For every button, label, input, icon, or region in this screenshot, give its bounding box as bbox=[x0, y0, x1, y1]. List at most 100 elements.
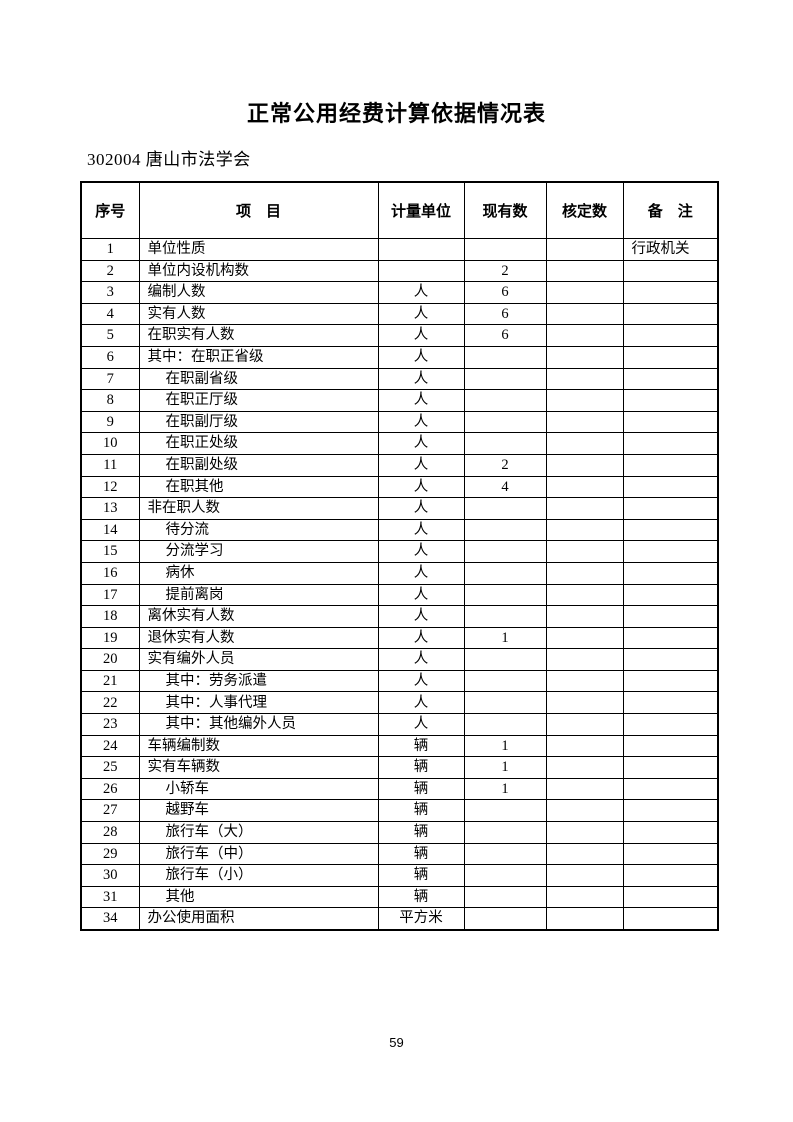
cell-measure-unit: 人 bbox=[377, 561, 465, 585]
table-row: 8 在职正厅级 人 bbox=[80, 389, 719, 412]
cell-remark bbox=[622, 540, 719, 563]
cell-approved-count bbox=[545, 734, 624, 758]
cell-current-count: 1 bbox=[463, 626, 547, 650]
cell-measure-unit: 辆 bbox=[377, 799, 465, 823]
cell-current-count bbox=[463, 410, 547, 434]
cell-item-name: 退休实有人数 bbox=[138, 626, 379, 650]
cell-measure-unit: 人 bbox=[377, 648, 465, 671]
cell-remark bbox=[622, 669, 719, 693]
table-row: 6 其中：在职正省级 人 bbox=[80, 345, 719, 369]
cell-item-name: 越野车 bbox=[138, 799, 379, 823]
cell-measure-unit: 人 bbox=[377, 669, 465, 693]
cell-measure-unit: 辆 bbox=[377, 842, 465, 866]
cell-remark bbox=[622, 475, 719, 499]
table-row: 30 旅行车（小） 辆 bbox=[80, 864, 719, 887]
cell-serial-number: 16 bbox=[80, 561, 140, 585]
cell-approved-count bbox=[545, 799, 624, 823]
cell-approved-count bbox=[545, 324, 624, 347]
cell-remark bbox=[622, 864, 719, 887]
cell-serial-number: 28 bbox=[80, 821, 140, 844]
table-row: 23 其中：其他编外人员 人 bbox=[80, 713, 719, 736]
cell-current-count: 6 bbox=[463, 281, 547, 304]
cell-item-name: 在职副处级 bbox=[138, 453, 379, 477]
cell-measure-unit: 人 bbox=[377, 453, 465, 477]
cell-item-name: 分流学习 bbox=[138, 540, 379, 563]
cell-item-name: 病休 bbox=[138, 561, 379, 585]
cell-serial-number: 2 bbox=[80, 259, 140, 283]
cell-current-count bbox=[463, 907, 547, 931]
cell-serial-number: 17 bbox=[80, 583, 140, 607]
cell-measure-unit: 人 bbox=[377, 389, 465, 412]
table-row: 18 离休实有人数 人 bbox=[80, 605, 719, 628]
table-row: 29 旅行车（中） 辆 bbox=[80, 842, 719, 866]
table-row: 3 编制人数 人 6 bbox=[80, 281, 719, 304]
cell-remark bbox=[622, 907, 719, 931]
cell-remark bbox=[622, 345, 719, 369]
table-row: 10 在职正处级 人 bbox=[80, 432, 719, 455]
cell-item-name: 单位内设机构数 bbox=[138, 259, 379, 283]
table-row: 4 实有人数 人 6 bbox=[80, 302, 719, 326]
column-header-item: 项 目 bbox=[138, 181, 379, 239]
cell-approved-count bbox=[545, 410, 624, 434]
cell-approved-count bbox=[545, 561, 624, 585]
cell-approved-count bbox=[545, 691, 624, 715]
cell-measure-unit: 人 bbox=[377, 583, 465, 607]
cell-current-count bbox=[463, 669, 547, 693]
cell-current-count bbox=[463, 885, 547, 909]
cell-remark bbox=[622, 453, 719, 477]
cell-serial-number: 29 bbox=[80, 842, 140, 866]
cell-current-count bbox=[463, 389, 547, 412]
cell-approved-count bbox=[545, 497, 624, 520]
cell-current-count: 6 bbox=[463, 302, 547, 326]
cell-approved-count bbox=[545, 885, 624, 909]
cell-approved-count bbox=[545, 821, 624, 844]
cell-serial-number: 19 bbox=[80, 626, 140, 650]
cell-approved-count bbox=[545, 756, 624, 779]
table-header-row: 序号 项 目 计量单位 现有数 核定数 备 注 bbox=[80, 181, 719, 239]
cell-item-name: 其中：人事代理 bbox=[138, 691, 379, 715]
cell-approved-count bbox=[545, 432, 624, 455]
cell-serial-number: 22 bbox=[80, 691, 140, 715]
cell-measure-unit: 人 bbox=[377, 324, 465, 347]
cell-measure-unit: 人 bbox=[377, 475, 465, 499]
cell-serial-number: 18 bbox=[80, 605, 140, 628]
cell-current-count: 2 bbox=[463, 453, 547, 477]
cell-item-name: 办公使用面积 bbox=[138, 907, 379, 931]
cell-approved-count bbox=[545, 367, 624, 391]
cell-current-count: 1 bbox=[463, 734, 547, 758]
column-header-approved: 核定数 bbox=[545, 181, 624, 239]
cell-serial-number: 23 bbox=[80, 713, 140, 736]
cell-current-count bbox=[463, 497, 547, 520]
table-row: 9 在职副厅级 人 bbox=[80, 410, 719, 434]
cell-measure-unit: 人 bbox=[377, 626, 465, 650]
table-row: 15 分流学习 人 bbox=[80, 540, 719, 563]
cell-item-name: 旅行车（小） bbox=[138, 864, 379, 887]
cell-measure-unit: 人 bbox=[377, 497, 465, 520]
cell-remark bbox=[622, 324, 719, 347]
cell-current-count: 4 bbox=[463, 475, 547, 499]
cell-remark bbox=[622, 281, 719, 304]
cell-serial-number: 6 bbox=[80, 345, 140, 369]
cell-remark bbox=[622, 605, 719, 628]
cell-approved-count bbox=[545, 648, 624, 671]
cell-remark bbox=[622, 885, 719, 909]
cell-item-name: 其中：在职正省级 bbox=[138, 345, 379, 369]
cell-approved-count bbox=[545, 345, 624, 369]
cell-remark bbox=[622, 367, 719, 391]
table-row: 11 在职副处级 人 2 bbox=[80, 453, 719, 477]
table-row: 21 其中：劳务派遣 人 bbox=[80, 669, 719, 693]
cell-serial-number: 11 bbox=[80, 453, 140, 477]
cell-remark bbox=[622, 389, 719, 412]
table-row: 28 旅行车（大） 辆 bbox=[80, 821, 719, 844]
cell-measure-unit: 人 bbox=[377, 281, 465, 304]
cell-item-name: 离休实有人数 bbox=[138, 605, 379, 628]
cell-item-name: 其中：其他编外人员 bbox=[138, 713, 379, 736]
cell-serial-number: 12 bbox=[80, 475, 140, 499]
column-header-unit: 计量单位 bbox=[377, 181, 465, 239]
cell-approved-count bbox=[545, 842, 624, 866]
cell-current-count: 1 bbox=[463, 777, 547, 801]
cell-approved-count bbox=[545, 475, 624, 499]
table-row: 26 小轿车 辆 1 bbox=[80, 777, 719, 801]
cell-item-name: 在职实有人数 bbox=[138, 324, 379, 347]
cell-serial-number: 10 bbox=[80, 432, 140, 455]
